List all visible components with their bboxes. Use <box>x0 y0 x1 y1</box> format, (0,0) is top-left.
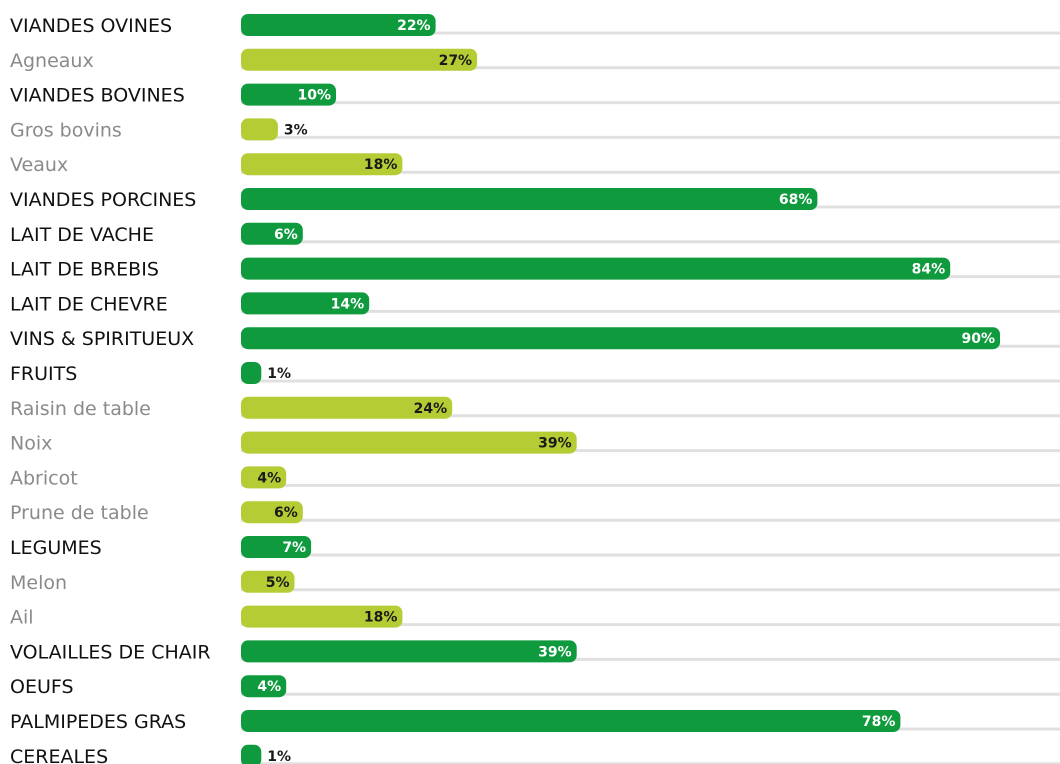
category-label: Ail <box>10 607 34 629</box>
value-label: 4% <box>257 679 281 695</box>
bar <box>241 362 262 384</box>
category-label: VIANDES OVINES <box>10 15 172 37</box>
bar <box>241 501 303 524</box>
bar <box>241 153 403 176</box>
bar <box>241 118 278 141</box>
bar <box>241 188 818 210</box>
value-label: 78% <box>862 714 896 730</box>
value-label: 68% <box>779 192 813 208</box>
value-label: 5% <box>266 575 290 591</box>
bar <box>241 536 312 558</box>
value-label: 1% <box>267 749 291 764</box>
category-label: Gros bovins <box>10 119 122 141</box>
category-label: VOLAILLES DE CHAIR <box>10 641 211 663</box>
category-label: Agneaux <box>10 50 94 72</box>
category-label: Raisin de table <box>10 398 151 420</box>
value-label: 84% <box>912 262 946 278</box>
category-label: Melon <box>10 572 67 594</box>
bar <box>241 48 478 71</box>
bar <box>241 257 951 280</box>
category-label: Abricot <box>10 467 78 489</box>
value-label: 7% <box>282 540 306 556</box>
bar <box>241 640 577 663</box>
value-label: 1% <box>267 366 291 382</box>
value-label: 90% <box>961 331 995 347</box>
bar <box>241 14 436 36</box>
value-label: 18% <box>364 157 398 173</box>
category-label: Noix <box>10 433 52 455</box>
bar <box>241 83 336 106</box>
value-label: 39% <box>538 436 572 452</box>
bar <box>241 292 370 315</box>
bar <box>241 744 262 764</box>
value-label: 6% <box>274 227 298 243</box>
category-label: LEGUMES <box>10 537 102 559</box>
bar <box>241 327 1000 350</box>
bar <box>241 605 403 628</box>
value-label: 6% <box>274 505 298 521</box>
bar <box>241 396 453 419</box>
category-label: LAIT DE CHEVRE <box>10 293 168 315</box>
value-label: 4% <box>257 470 281 486</box>
category-label: VINS & SPIRITUEUX <box>10 328 194 350</box>
category-label: FRUITS <box>10 363 77 385</box>
value-label: 3% <box>284 122 308 138</box>
bar <box>241 466 287 489</box>
value-label: 18% <box>364 610 398 626</box>
category-label: PALMIPEDES GRAS <box>10 711 186 733</box>
value-label: 24% <box>414 401 448 417</box>
category-label: CEREALES <box>10 746 108 764</box>
category-label: Prune de table <box>10 502 149 524</box>
category-label: VIANDES BOVINES <box>10 85 185 107</box>
category-label: VIANDES PORCINES <box>10 189 196 211</box>
value-label: 14% <box>331 296 365 312</box>
category-label: LAIT DE BREBIS <box>10 259 159 281</box>
value-label: 10% <box>297 88 331 104</box>
category-label: Veaux <box>10 154 68 176</box>
category-label: LAIT DE VACHE <box>10 224 154 246</box>
bar <box>241 222 303 245</box>
value-label: 22% <box>397 18 431 34</box>
value-label: 27% <box>439 53 473 69</box>
bar <box>241 710 901 732</box>
value-label: 39% <box>538 644 572 660</box>
bar <box>241 675 287 698</box>
category-label: OEUFS <box>10 676 74 698</box>
bar <box>241 570 295 593</box>
bar <box>241 431 577 454</box>
